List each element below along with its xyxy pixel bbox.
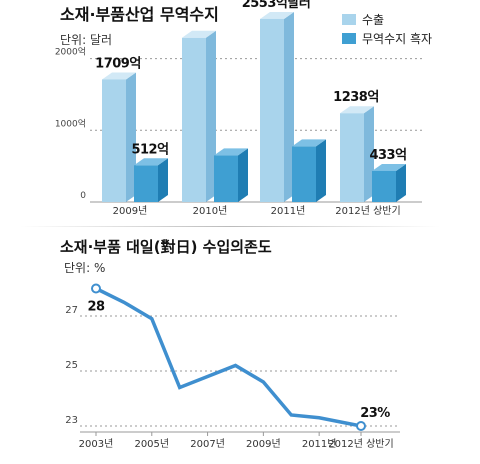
bar-top-face bbox=[292, 139, 326, 147]
bar-top-face bbox=[372, 163, 406, 171]
line-x-tick-label: 2012년 상반기 bbox=[328, 438, 393, 450]
line-y-tick-label: 23 bbox=[65, 415, 78, 426]
bar-2012-series-0 bbox=[340, 106, 374, 202]
bar-2010-series-1 bbox=[214, 148, 248, 202]
bar-chart-unit-label: 단위: 달러 bbox=[60, 33, 112, 47]
bar-top-face bbox=[214, 148, 248, 156]
section-divider bbox=[20, 226, 440, 227]
line-series-path bbox=[95, 286, 362, 428]
bar-2012-series-1 bbox=[372, 163, 406, 202]
bar-side-face bbox=[396, 163, 406, 202]
bar-front-face bbox=[182, 37, 206, 202]
trade-balance-bar-chart: 소재·부품산업 무역수지 단위: 달러 0 1000억 2000억 2009년 201… bbox=[55, 0, 432, 217]
bar-data-label: 1238억 bbox=[333, 90, 379, 105]
legend-item-trade-surplus: 무역수지 흑자 bbox=[342, 32, 432, 46]
line-x-tick-label: 2011년 bbox=[302, 438, 337, 450]
line-point-marker bbox=[356, 421, 366, 431]
bar-x-tick-label: 2011년 bbox=[271, 205, 306, 217]
legend-swatch-export bbox=[342, 14, 356, 25]
legend-item-export: 수출 bbox=[342, 13, 384, 27]
bar-front-face bbox=[372, 170, 396, 202]
bar-side-face bbox=[284, 11, 294, 203]
bar-front-face bbox=[214, 155, 238, 202]
bar-top-face bbox=[182, 30, 216, 38]
bar-y-tick-label: 1000억 bbox=[55, 117, 86, 129]
bar-front-face bbox=[292, 146, 316, 202]
bar-data-labels: 1709억 512억 2553억달러 1238억 433억 bbox=[95, 0, 407, 163]
line-data-labels: 28 23% bbox=[87, 283, 391, 431]
line-gridlines bbox=[80, 315, 400, 427]
bar-data-label: 1709억 bbox=[95, 56, 141, 71]
bar-x-tick-label: 2012년 상반기 bbox=[335, 205, 400, 217]
bar-data-label: 512억 bbox=[131, 142, 168, 157]
bar-2011-series-0 bbox=[260, 11, 294, 203]
bar-side-face bbox=[238, 148, 248, 202]
bar-front-face bbox=[102, 79, 126, 202]
bar-front-face bbox=[340, 113, 364, 202]
bar-x-axis: 2009년 2010년 2011년 2012년 상반기 bbox=[113, 205, 401, 217]
bar-front-face bbox=[134, 165, 158, 202]
bar-2009-series-0 bbox=[102, 72, 136, 202]
line-chart-unit-label: 단위: % bbox=[64, 261, 105, 275]
bar-y-tick-label: 0 bbox=[80, 191, 86, 201]
line-x-tick-label: 2003년 bbox=[79, 438, 114, 450]
bar-top-face bbox=[340, 106, 374, 114]
bar-x-tick-label: 2010년 bbox=[193, 205, 228, 217]
line-x-tick-label: 2005년 bbox=[134, 438, 169, 450]
legend-swatch-trade-surplus bbox=[342, 33, 356, 44]
line-point-marker bbox=[91, 283, 101, 294]
bar-chart-title: 소재·부품산업 무역수지 bbox=[60, 5, 219, 24]
bar-y-axis: 0 1000억 2000억 bbox=[55, 46, 86, 201]
bar-data-label: 2553억달러 bbox=[242, 0, 311, 11]
line-series bbox=[95, 286, 362, 428]
bar-x-tick-label: 2009년 bbox=[113, 205, 148, 217]
bar-side-face bbox=[126, 72, 136, 202]
bar-side-face bbox=[364, 106, 374, 202]
bar-data-label: 433억 bbox=[369, 148, 406, 163]
bar-side-face bbox=[206, 30, 216, 202]
bar-2009-series-1 bbox=[134, 158, 168, 202]
bar-side-face bbox=[158, 158, 168, 202]
line-data-label: 28 bbox=[87, 300, 105, 315]
legend-label-export: 수출 bbox=[362, 13, 384, 27]
bar-2010-series-0 bbox=[182, 30, 216, 202]
bar-y-tick-label: 2000억 bbox=[55, 46, 86, 58]
bar-marks bbox=[102, 11, 406, 203]
bar-top-face bbox=[260, 11, 294, 19]
bar-top-face bbox=[102, 72, 136, 80]
line-x-tick-label: 2009년 bbox=[246, 438, 281, 450]
bar-top-face bbox=[134, 158, 168, 166]
line-y-tick-label: 27 bbox=[65, 305, 78, 316]
bar-side-face bbox=[316, 139, 326, 202]
line-y-tick-label: 25 bbox=[65, 360, 78, 371]
bar-legend: 수출 무역수지 흑자 bbox=[342, 13, 432, 46]
bar-2011-series-1 bbox=[292, 139, 326, 202]
line-chart-title: 소재·부품 대일(對日) 수입의존도 bbox=[60, 238, 272, 256]
line-x-tick-label: 2007년 bbox=[190, 438, 225, 450]
line-y-axis: 23 25 27 bbox=[65, 305, 78, 426]
line-data-label: 23% bbox=[360, 406, 390, 421]
legend-label-trade-surplus: 무역수지 흑자 bbox=[362, 32, 432, 46]
bar-front-face bbox=[260, 18, 284, 203]
